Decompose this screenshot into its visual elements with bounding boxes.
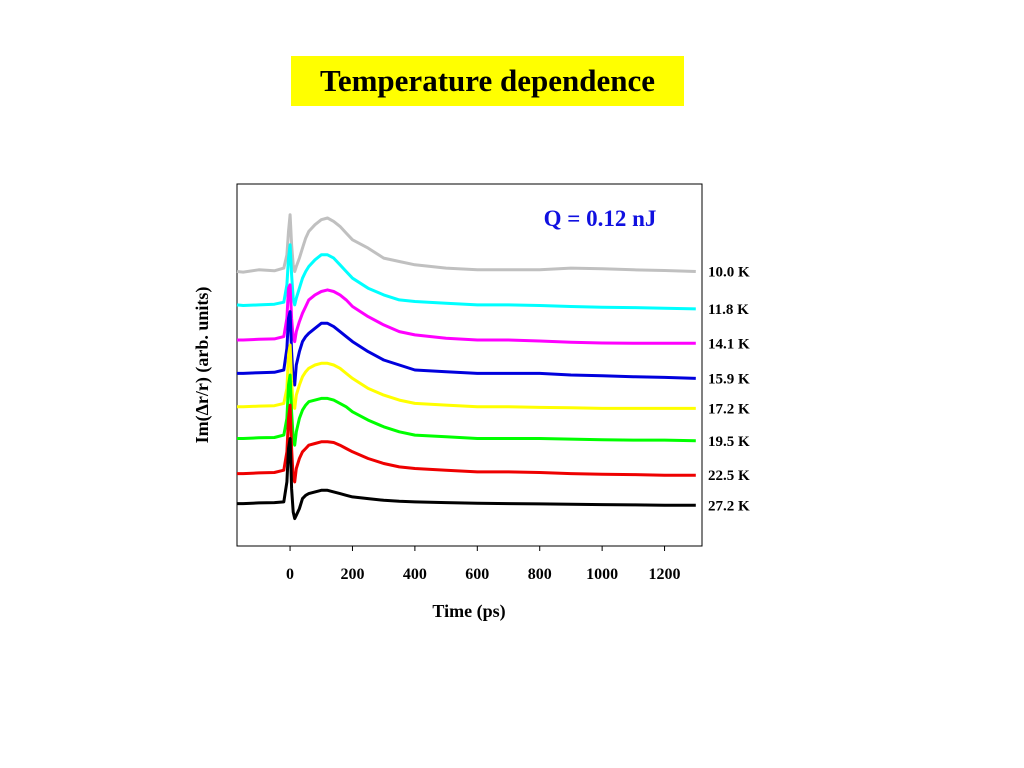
x-tick-label-1: 200 bbox=[340, 566, 364, 583]
series-label-2: 14.1 K bbox=[708, 336, 750, 352]
series-labels-group: 10.0 K 11.8 K 14.1 K 15.9 K 17.2 K 19.5 K 22.5… bbox=[708, 265, 750, 515]
series-label-7: 27.2 K bbox=[708, 498, 750, 514]
y-axis-label: Im(Δr/r) (arb. units) bbox=[192, 287, 213, 444]
x-tick-label-5: 1000 bbox=[586, 566, 618, 583]
series-label-3: 15.9 K bbox=[708, 371, 750, 387]
q-annotation: Q = 0.12 nJ bbox=[544, 206, 657, 231]
series-label-0: 10.0 K bbox=[708, 265, 750, 281]
traces-group bbox=[236, 213, 696, 521]
series-line-6 bbox=[237, 403, 696, 484]
series-label-4: 17.2 K bbox=[708, 401, 750, 417]
x-tick-label-2: 400 bbox=[403, 566, 427, 583]
x-tick-label-3: 600 bbox=[465, 566, 489, 583]
x-tick-label-4: 800 bbox=[528, 566, 552, 583]
x-tick-label-6: 1200 bbox=[649, 566, 681, 583]
series-line-5 bbox=[237, 373, 696, 447]
x-tick-label-0: 0 bbox=[286, 566, 294, 583]
series-line-2 bbox=[237, 283, 696, 345]
series-label-1: 11.8 K bbox=[708, 302, 749, 318]
series-label-6: 22.5 K bbox=[708, 468, 750, 484]
x-axis-label: Time (ps) bbox=[432, 601, 505, 622]
series-line-1 bbox=[236, 243, 696, 311]
series-line-3 bbox=[237, 310, 696, 387]
plot-frame bbox=[236, 183, 703, 547]
series-line-4 bbox=[237, 343, 696, 410]
series-label-5: 19.5 K bbox=[708, 434, 750, 450]
slide-title: Temperature dependence bbox=[320, 63, 655, 98]
slide-title-box: Temperature dependence bbox=[291, 56, 684, 106]
x-ticks-group: 0 200 400 600 800 1000 1200 bbox=[286, 546, 681, 583]
series-line-0 bbox=[236, 213, 696, 274]
series-line-7 bbox=[237, 437, 696, 521]
